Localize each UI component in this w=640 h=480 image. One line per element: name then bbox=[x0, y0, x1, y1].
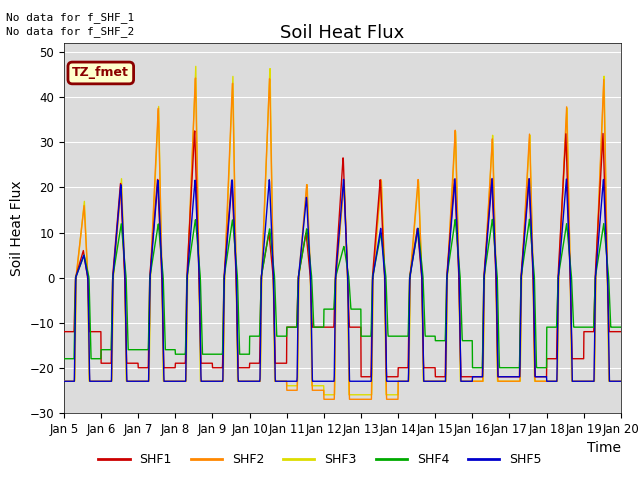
SHF1 bbox=[584, 329, 591, 335]
SHF2 bbox=[192, 75, 200, 81]
Line: SHF3: SHF3 bbox=[64, 66, 621, 395]
SHF5 bbox=[371, 264, 378, 269]
SHF4 bbox=[371, 264, 378, 270]
SHF2 bbox=[320, 396, 328, 402]
Title: Soil Heat Flux: Soil Heat Flux bbox=[280, 24, 404, 42]
SHF2 bbox=[371, 249, 379, 255]
SHF1 bbox=[371, 242, 379, 248]
Text: No data for f_SHF_1: No data for f_SHF_1 bbox=[6, 12, 134, 23]
SHF4 bbox=[617, 324, 625, 330]
SHF1 bbox=[359, 374, 367, 380]
SHF4 bbox=[60, 356, 68, 361]
Line: SHF4: SHF4 bbox=[64, 219, 621, 368]
SHF1 bbox=[216, 365, 223, 371]
SHF5 bbox=[358, 378, 366, 384]
Line: SHF2: SHF2 bbox=[64, 78, 621, 399]
SHF3 bbox=[60, 378, 68, 384]
Line: SHF1: SHF1 bbox=[64, 131, 621, 377]
SHF5 bbox=[216, 378, 223, 384]
SHF4 bbox=[504, 365, 512, 371]
SHF4 bbox=[216, 351, 223, 357]
X-axis label: Time: Time bbox=[587, 441, 621, 455]
Text: TZ_fmet: TZ_fmet bbox=[72, 66, 129, 80]
Legend: SHF1, SHF2, SHF3, SHF4, SHF5: SHF1, SHF2, SHF3, SHF4, SHF5 bbox=[93, 448, 547, 471]
Line: SHF5: SHF5 bbox=[64, 179, 621, 381]
SHF2 bbox=[505, 378, 513, 384]
SHF5 bbox=[504, 374, 512, 380]
SHF3 bbox=[505, 378, 513, 384]
SHF1 bbox=[191, 128, 198, 134]
SHF2 bbox=[359, 396, 367, 402]
SHF3 bbox=[359, 392, 367, 397]
SHF4 bbox=[358, 333, 366, 339]
SHF3 bbox=[568, 378, 576, 384]
SHF3 bbox=[584, 378, 591, 384]
SHF5 bbox=[617, 378, 625, 384]
SHF1 bbox=[505, 374, 513, 380]
Text: No data for f_SHF_2: No data for f_SHF_2 bbox=[6, 26, 134, 37]
SHF5 bbox=[568, 353, 575, 359]
SHF3 bbox=[216, 378, 223, 384]
SHF3 bbox=[617, 378, 625, 384]
SHF4 bbox=[584, 324, 591, 330]
SHF1 bbox=[617, 329, 625, 335]
SHF1 bbox=[568, 355, 576, 360]
SHF5 bbox=[584, 378, 591, 384]
SHF4 bbox=[568, 287, 576, 293]
SHF1 bbox=[357, 374, 365, 380]
SHF4 bbox=[468, 365, 476, 371]
SHF2 bbox=[60, 378, 68, 384]
SHF1 bbox=[60, 329, 68, 335]
SHF2 bbox=[617, 378, 625, 384]
SHF3 bbox=[192, 63, 200, 69]
Y-axis label: Soil Heat Flux: Soil Heat Flux bbox=[10, 180, 24, 276]
SHF3 bbox=[320, 392, 328, 397]
SHF4 bbox=[525, 216, 533, 222]
SHF5 bbox=[60, 378, 68, 384]
SHF2 bbox=[568, 377, 576, 383]
SHF2 bbox=[216, 378, 223, 384]
SHF5 bbox=[488, 176, 496, 181]
SHF3 bbox=[371, 253, 379, 259]
SHF2 bbox=[584, 378, 591, 384]
